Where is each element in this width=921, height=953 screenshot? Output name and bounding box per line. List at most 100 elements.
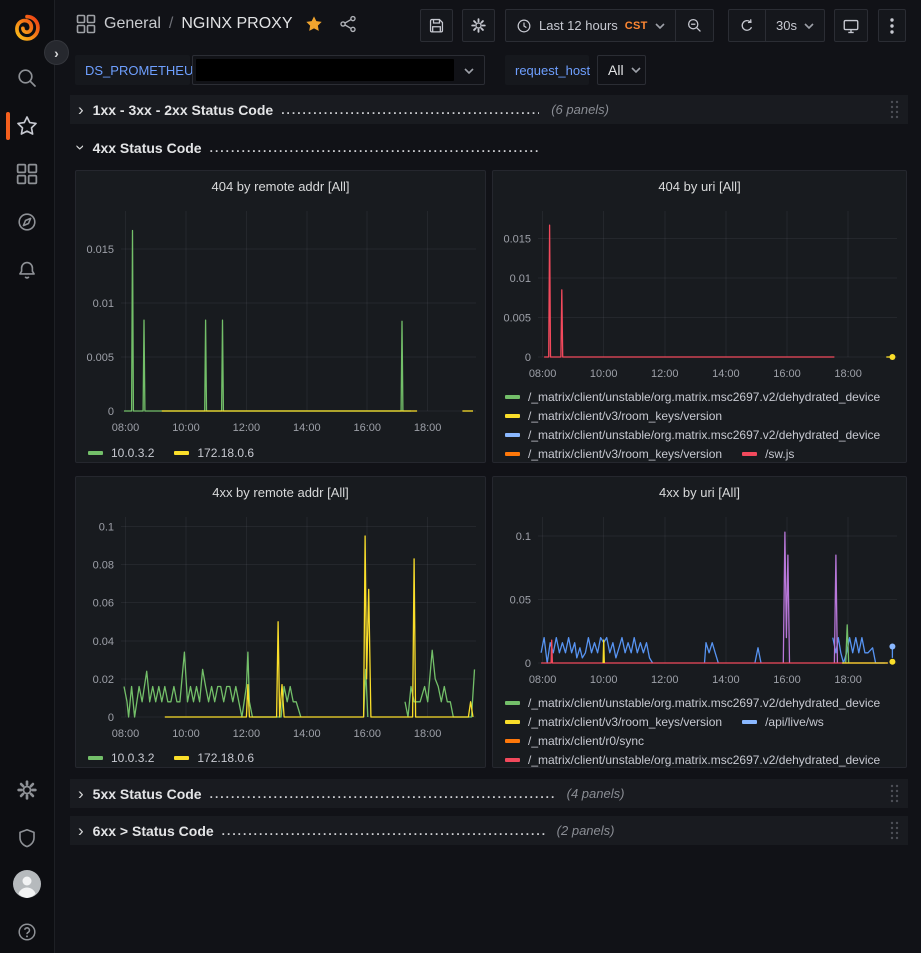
refresh-group: 30s	[728, 9, 825, 42]
svg-text:0.005: 0.005	[86, 352, 114, 364]
avatar	[13, 870, 41, 898]
panel-title[interactable]: 404 by uri [All]	[658, 178, 741, 194]
sidebar-item-help[interactable]	[0, 914, 54, 950]
legend-item[interactable]: /_matrix/client/v3/room_keys/version	[505, 447, 722, 461]
refresh-button[interactable]	[729, 10, 765, 41]
row-header-6xx[interactable]: › 6xx > Status Code ....................…	[70, 816, 908, 845]
bell-icon	[19, 261, 35, 279]
variable-label-request-host: request_host	[505, 55, 591, 85]
row-header-4xx[interactable]: › 4xx Status Code ......................…	[70, 133, 908, 162]
legend-label: 10.0.3.2	[111, 750, 155, 765]
series-line	[703, 642, 719, 664]
legend-label: /_matrix/client/unstable/org.matrix.msc2…	[528, 752, 881, 767]
row-leader-dots: ........................................…	[209, 140, 540, 155]
svg-text:08:00: 08:00	[529, 368, 557, 380]
grafana-logo[interactable]	[0, 10, 54, 46]
sidebar-item-dashboards[interactable]	[0, 156, 54, 192]
legend-item[interactable]: /sw.js	[742, 447, 794, 461]
legend-label: /sw.js	[765, 446, 795, 461]
monitor-icon	[843, 19, 859, 33]
panel-title[interactable]: 4xx by remote addr [All]	[212, 484, 349, 500]
timeseries-chart-404-by-uri[interactable]: 08:00 10:00 12:00 14:00 16:00 18:00 0 0.005 0.01…	[494, 201, 905, 385]
legend-swatch	[88, 755, 103, 760]
panel-title[interactable]: 404 by remote addr [All]	[211, 178, 350, 194]
zoom-out-icon	[687, 18, 701, 32]
kebab-menu-icon	[890, 17, 894, 34]
chevron-down-icon	[464, 68, 474, 74]
series-line	[541, 639, 888, 664]
time-range-label: Last 12 hours	[539, 18, 618, 33]
time-controls-group: Last 12 hours CST	[505, 9, 714, 42]
legend-label: /_matrix/client/v3/room_keys/version	[528, 446, 723, 461]
panel-title[interactable]: 4xx by uri [All]	[659, 484, 740, 500]
favorite-star-icon[interactable]	[305, 15, 323, 33]
legend-item[interactable]: /_matrix/client/unstable/org.matrix.msc2…	[505, 753, 880, 767]
timeseries-chart-404-by-remote-addr[interactable]: 08:00 10:00 12:00 14:00 16:00 18:00 0 0.005 0.01…	[77, 201, 484, 439]
legend-swatch	[505, 451, 520, 456]
legend-item[interactable]: /_matrix/client/unstable/org.matrix.msc2…	[505, 428, 880, 442]
drag-handle[interactable]	[889, 99, 900, 120]
row-panel-count: (4 panels)	[566, 786, 625, 801]
legend-item[interactable]: /_matrix/client/unstable/org.matrix.msc2…	[505, 696, 880, 710]
legend-item[interactable]: /_matrix/client/r0/sync	[505, 734, 644, 748]
breadcrumb-folder[interactable]: General	[104, 15, 161, 32]
row-header-1xx-3xx-2xx[interactable]: › 1xx - 3xx - 2xx Status Code ..........…	[70, 95, 908, 124]
variable-label-text: DS_PROMETHEUS	[85, 62, 203, 78]
more-options-button[interactable]	[878, 9, 906, 42]
refresh-icon	[741, 18, 753, 31]
time-range-picker[interactable]: Last 12 hours CST	[506, 10, 675, 41]
svg-text:14:00: 14:00	[293, 422, 321, 434]
svg-text:18:00: 18:00	[414, 422, 442, 434]
sidebar-item-server-admin[interactable]	[0, 820, 54, 856]
timeseries-chart-4xx-by-remote-addr[interactable]: 08:00 10:00 12:00 14:00 16:00 18:00 0 0.02 0.04 0…	[77, 507, 484, 745]
drag-handle[interactable]	[889, 783, 900, 804]
save-dashboard-button[interactable]	[420, 9, 453, 42]
row-header-5xx[interactable]: › 5xx Status Code ......................…	[70, 779, 908, 808]
drag-handle[interactable]	[889, 820, 900, 841]
svg-text:16:00: 16:00	[773, 368, 801, 380]
request-host-value: All	[608, 62, 624, 78]
request-host-dropdown[interactable]: All	[597, 55, 646, 85]
gear-icon	[471, 18, 486, 33]
refresh-interval-dropdown[interactable]: 30s	[765, 10, 824, 41]
svg-text:0.05: 0.05	[510, 595, 531, 607]
share-icon[interactable]	[339, 15, 357, 33]
legend-item[interactable]: /_matrix/client/v3/room_keys/version	[505, 409, 722, 423]
dashboard-settings-button[interactable]	[462, 9, 495, 42]
chevron-right-icon: ›	[78, 821, 84, 840]
legend-item[interactable]: /_matrix/client/v3/room_keys/version	[505, 715, 722, 729]
timeseries-chart-4xx-by-uri[interactable]: 08:00 10:00 12:00 14:00 16:00 18:00 0 0.05 0.1	[494, 507, 905, 691]
search-icon	[18, 69, 36, 87]
legend-item[interactable]: 10.0.3.2	[88, 751, 154, 765]
dashboards-grid-icon	[16, 163, 38, 185]
sidebar-item-alerting[interactable]	[0, 252, 54, 288]
zoom-out-button[interactable]	[674, 10, 713, 41]
svg-text:16:00: 16:00	[353, 422, 381, 434]
sidebar-item-explore[interactable]	[0, 204, 54, 240]
series-line	[124, 229, 411, 412]
row-leader-dots: ........................................…	[209, 786, 555, 801]
legend-swatch	[88, 450, 103, 455]
legend-item[interactable]: /_matrix/client/unstable/org.matrix.msc2…	[505, 390, 880, 404]
legend-item[interactable]: 172.18.0.6	[174, 446, 254, 460]
chevron-right-icon: ›	[78, 784, 84, 803]
chevron-right-icon: ›	[78, 100, 84, 119]
sidebar-expand-button[interactable]: ›	[44, 40, 69, 65]
legend-item[interactable]: 10.0.3.2	[88, 446, 154, 460]
timezone-label: CST	[624, 19, 648, 32]
compass-icon	[18, 213, 36, 231]
dashboard-header: General / NGINX PROXY	[55, 0, 921, 52]
sidebar-item-search[interactable]	[0, 60, 54, 96]
variable-label-text: request_host	[515, 62, 591, 78]
panel-4xx-by-remote-addr: 4xx by remote addr [All] 08:00 10:00 12:00…	[75, 476, 486, 768]
tv-kiosk-mode-button[interactable]	[834, 9, 868, 42]
legend-item[interactable]: /api/live/ws	[742, 715, 824, 729]
legend-item[interactable]: 172.18.0.6	[174, 751, 254, 765]
dashboards-grid-icon	[76, 14, 96, 34]
row-panel-count: (6 panels)	[551, 102, 610, 117]
sidebar-item-configuration[interactable]	[0, 772, 54, 808]
sidebar-item-starred[interactable]	[0, 108, 54, 144]
breadcrumb-dashboard-title[interactable]: NGINX PROXY	[181, 15, 293, 32]
datasource-dropdown[interactable]	[192, 55, 485, 85]
sidebar-item-profile[interactable]	[0, 866, 54, 902]
